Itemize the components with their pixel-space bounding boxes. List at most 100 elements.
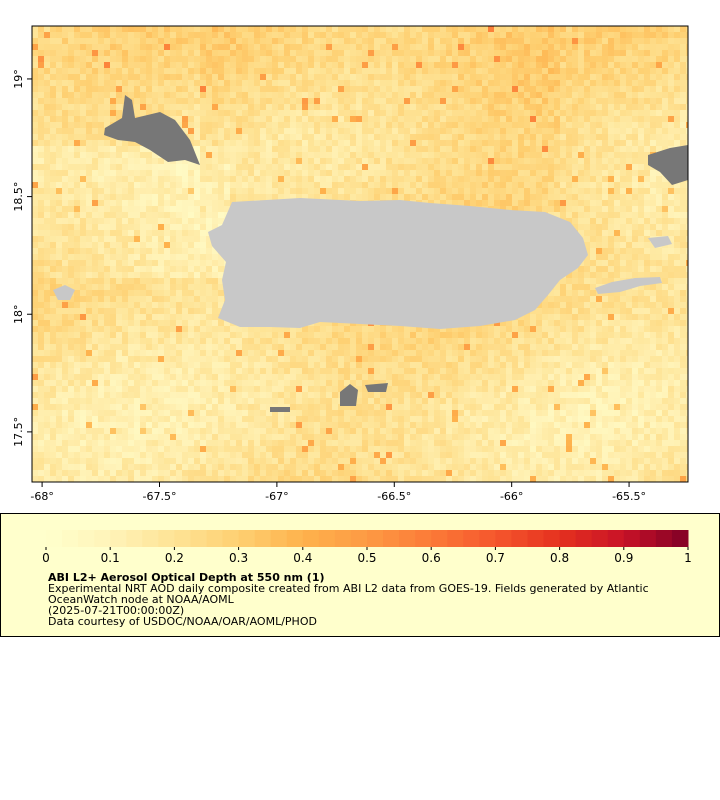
aod-cell xyxy=(494,164,500,170)
aod-cell xyxy=(206,242,212,248)
aod-cell xyxy=(536,146,542,152)
aod-cell xyxy=(206,38,212,44)
aod-cell xyxy=(134,110,140,116)
aod-cell xyxy=(128,242,134,248)
aod-cell xyxy=(146,158,152,164)
aod-cell xyxy=(464,182,470,188)
aod-cell xyxy=(200,140,206,146)
aod-cell xyxy=(98,140,104,146)
aod-cell xyxy=(566,284,572,290)
aod-cell xyxy=(476,116,482,122)
aod-cell xyxy=(50,206,56,212)
aod-cell xyxy=(236,158,242,164)
aod-cell xyxy=(344,98,350,104)
aod-cell xyxy=(302,32,308,38)
aod-cell xyxy=(170,62,176,68)
aod-cell xyxy=(218,284,224,290)
aod-cell xyxy=(404,152,410,158)
aod-cell xyxy=(62,98,68,104)
aod-cell xyxy=(488,92,494,98)
aod-cell xyxy=(356,92,362,98)
aod-cell xyxy=(566,152,572,158)
aod-cell xyxy=(320,188,326,194)
aod-cell xyxy=(194,68,200,74)
aod-cell xyxy=(98,62,104,68)
aod-cell xyxy=(572,134,578,140)
aod-cell xyxy=(596,104,602,110)
aod-cell xyxy=(506,122,512,128)
aod-cell xyxy=(464,62,470,68)
aod-cell xyxy=(488,200,494,206)
aod-cell xyxy=(566,128,572,134)
aod-cell xyxy=(188,284,194,290)
aod-cell xyxy=(554,152,560,158)
aod-cell xyxy=(518,152,524,158)
aod-cell xyxy=(380,128,386,134)
aod-cell xyxy=(620,188,626,194)
aod-cell xyxy=(290,98,296,104)
aod-cell xyxy=(308,62,314,68)
aod-cell xyxy=(188,86,194,92)
aod-cell xyxy=(626,32,632,38)
aod-cell xyxy=(668,86,674,92)
aod-cell xyxy=(50,176,56,182)
aod-cell xyxy=(464,50,470,56)
aod-cell xyxy=(512,68,518,74)
aod-cell xyxy=(44,158,50,164)
aod-cell xyxy=(110,110,116,116)
aod-cell xyxy=(614,104,620,110)
aod-cell xyxy=(650,218,656,224)
aod-cell xyxy=(632,242,638,248)
aod-cell xyxy=(104,32,110,38)
aod-cell xyxy=(146,56,152,62)
aod-cell xyxy=(590,224,596,230)
aod-cell xyxy=(380,122,386,128)
aod-cell xyxy=(644,158,650,164)
aod-cell xyxy=(488,134,494,140)
aod-cell xyxy=(206,188,212,194)
aod-cell xyxy=(242,44,248,50)
aod-cell xyxy=(188,260,194,266)
aod-cell xyxy=(458,182,464,188)
aod-cell xyxy=(128,50,134,56)
aod-cell xyxy=(158,230,164,236)
aod-cell xyxy=(590,38,596,44)
aod-cell xyxy=(464,158,470,164)
aod-cell xyxy=(302,170,308,176)
aod-cell xyxy=(170,80,176,86)
aod-cell xyxy=(272,110,278,116)
aod-cell xyxy=(590,248,596,254)
aod-cell xyxy=(350,140,356,146)
aod-cell xyxy=(560,92,566,98)
aod-cell xyxy=(584,26,590,32)
aod-cell xyxy=(650,212,656,218)
aod-cell xyxy=(296,170,302,176)
aod-cell xyxy=(662,176,668,182)
aod-cell xyxy=(362,80,368,86)
aod-cell xyxy=(602,116,608,122)
aod-cell xyxy=(206,68,212,74)
aod-cell xyxy=(500,80,506,86)
aod-cell xyxy=(416,38,422,44)
aod-cell xyxy=(200,158,206,164)
aod-cell xyxy=(56,50,62,56)
aod-cell xyxy=(98,284,104,290)
aod-cell xyxy=(242,110,248,116)
aod-cell xyxy=(590,50,596,56)
aod-cell xyxy=(356,128,362,134)
aod-cell xyxy=(122,290,128,296)
aod-cell xyxy=(200,92,206,98)
aod-cell xyxy=(188,68,194,74)
aod-cell xyxy=(560,194,566,200)
aod-cell xyxy=(266,86,272,92)
aod-cell xyxy=(452,74,458,80)
aod-cell xyxy=(380,164,386,170)
aod-cell xyxy=(620,176,626,182)
aod-cell xyxy=(44,200,50,206)
aod-cell xyxy=(596,110,602,116)
aod-cell xyxy=(584,32,590,38)
aod-cell xyxy=(56,62,62,68)
aod-cell xyxy=(554,44,560,50)
aod-cell xyxy=(458,188,464,194)
aod-cell xyxy=(38,170,44,176)
